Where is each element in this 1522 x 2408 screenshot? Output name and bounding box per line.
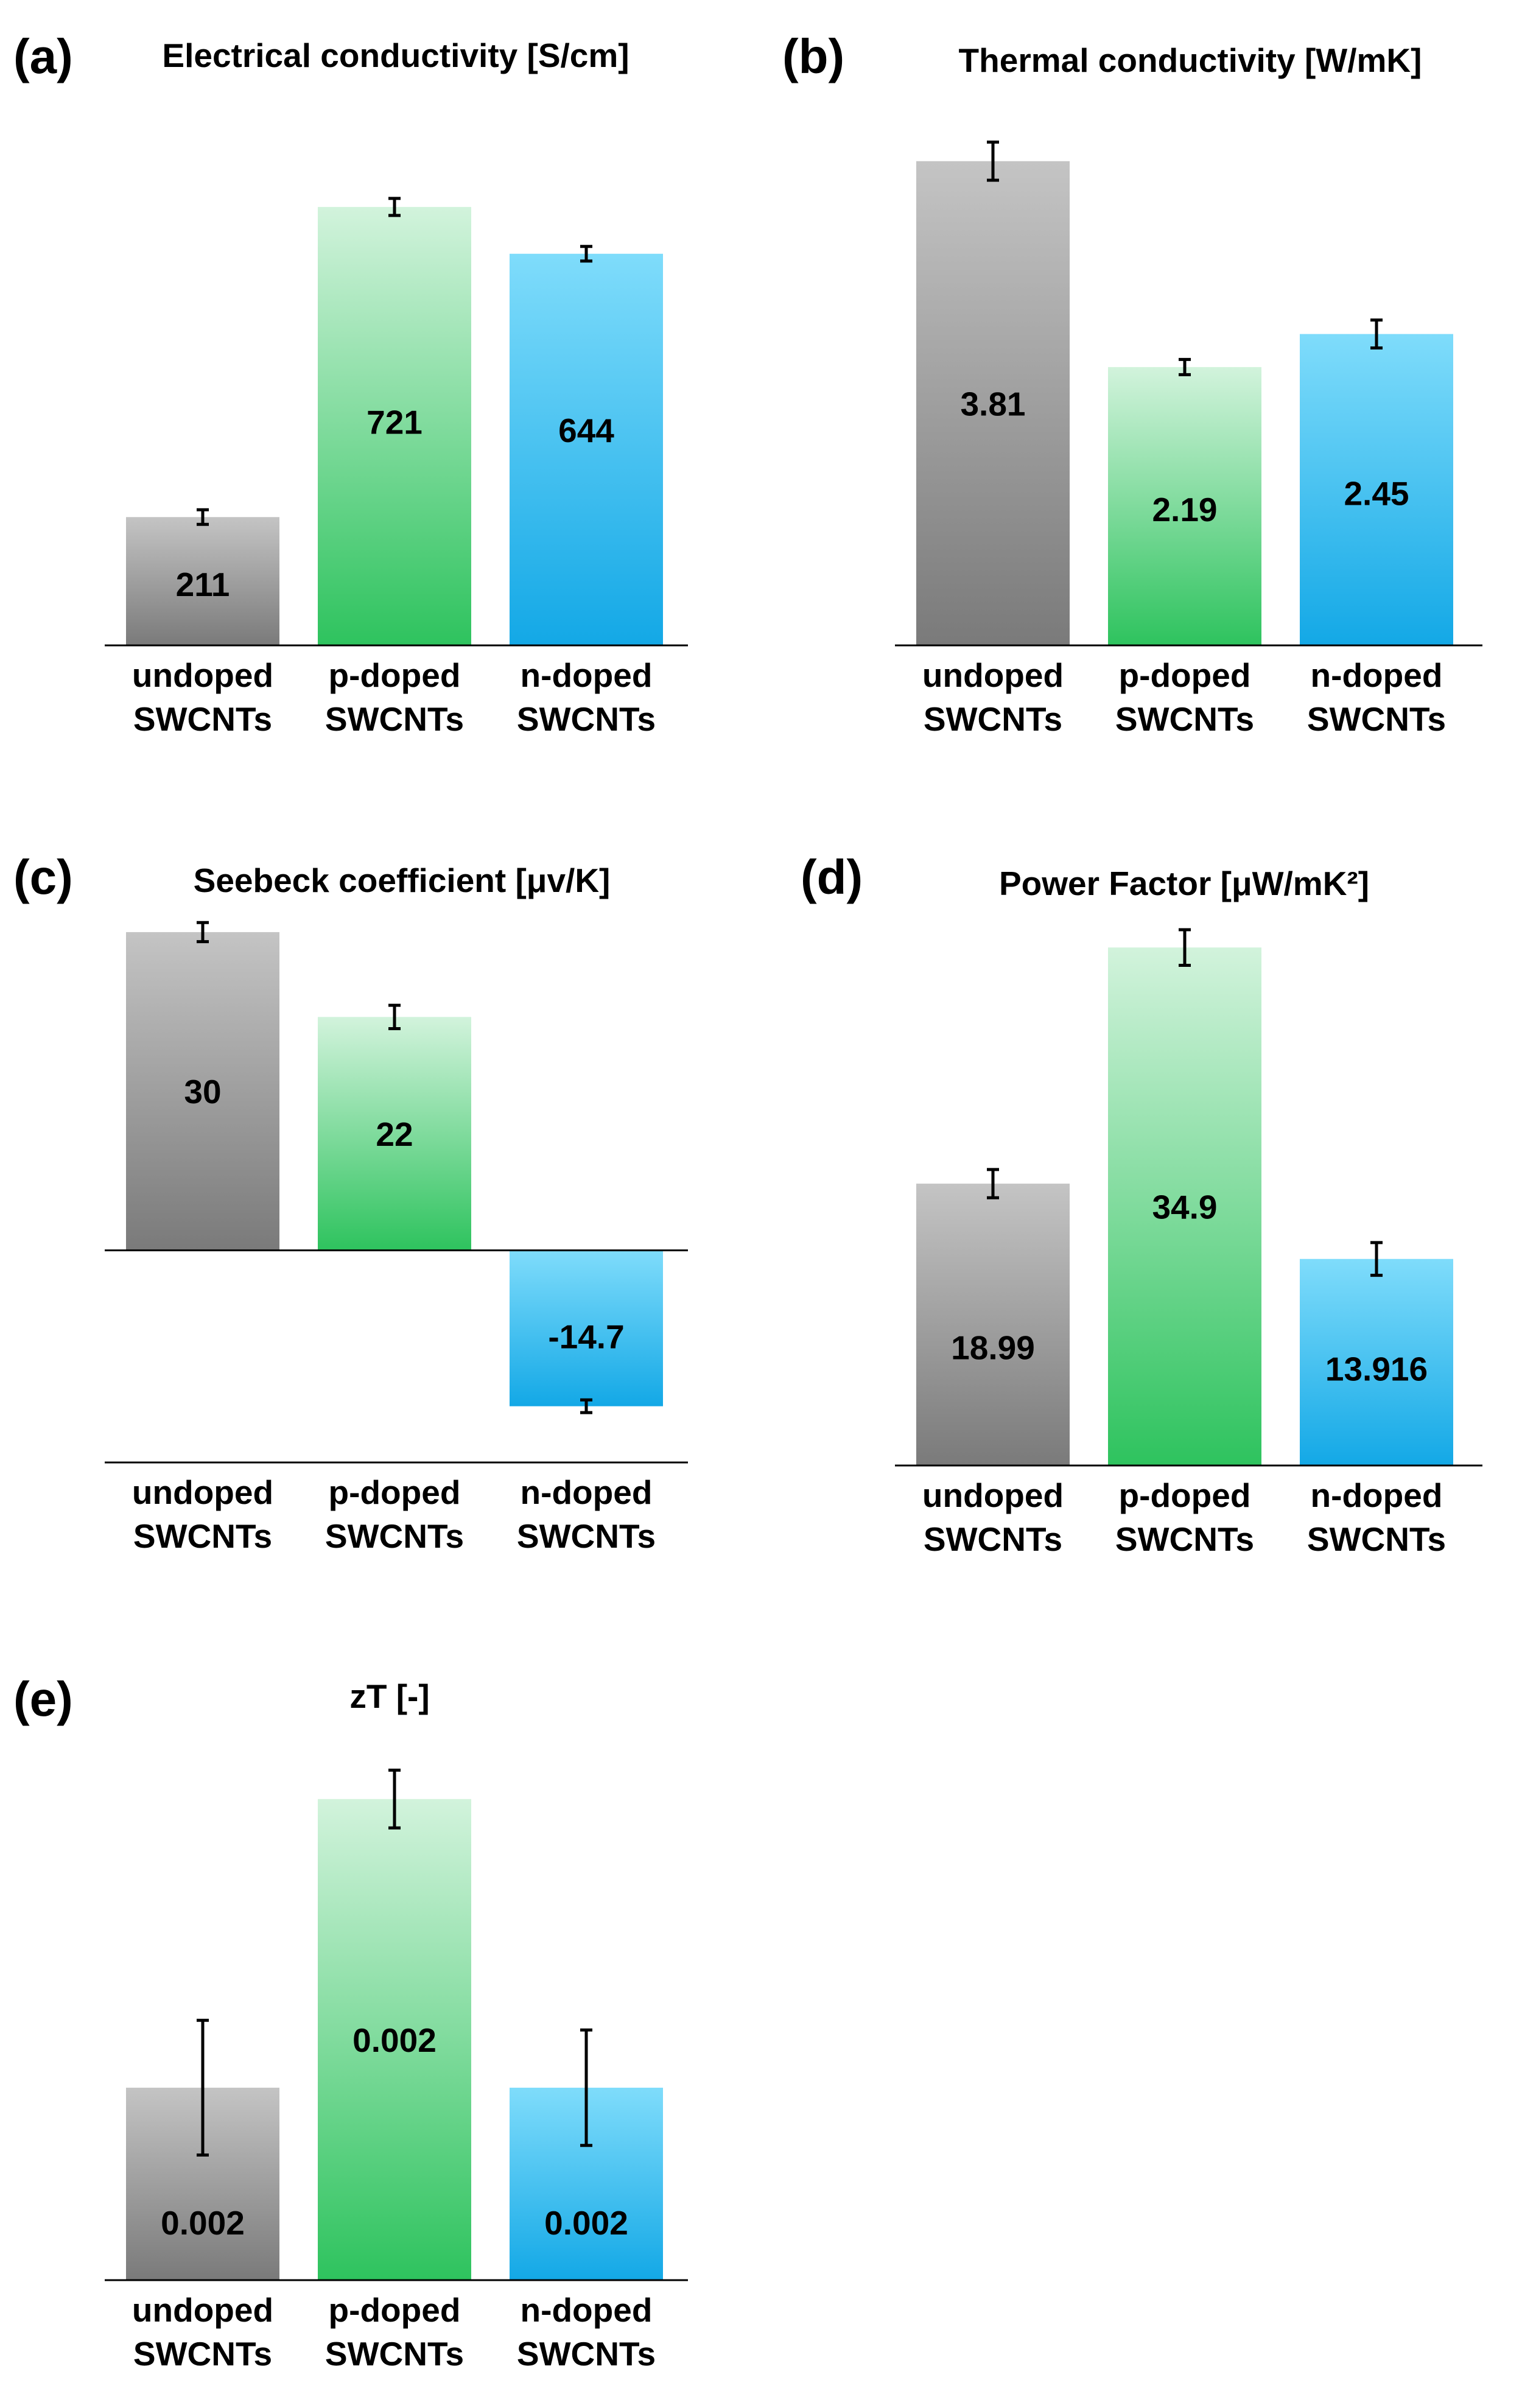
data-label-undoped: 0.002 bbox=[161, 2204, 245, 2242]
error-bar-undoped bbox=[197, 508, 209, 526]
data-label-pdoped: 721 bbox=[366, 404, 423, 441]
data-label-undoped: 18.99 bbox=[951, 1329, 1035, 1367]
bar-undoped bbox=[126, 517, 279, 645]
error-bar-ndoped bbox=[580, 245, 592, 263]
error-bar-ndoped bbox=[1370, 318, 1383, 350]
tick-label-undoped: undoped bbox=[132, 656, 273, 694]
data-label-pdoped: 34.9 bbox=[1152, 1188, 1217, 1226]
tick-label-ndoped: SWCNTs bbox=[1307, 700, 1446, 738]
tick-label-ndoped: n-doped bbox=[521, 1473, 653, 1511]
tick-label-ndoped: n-doped bbox=[1311, 1476, 1443, 1514]
tick-label-undoped: SWCNTs bbox=[133, 1517, 272, 1555]
chart-panel-d: 18.99 undoped SWCNTs 34.9 p-doped SWCNTs 13.91… bbox=[895, 928, 1482, 1558]
panel-a-title: Electrical conductivity [S/cm] bbox=[162, 37, 629, 74]
bar-pdoped bbox=[1108, 367, 1261, 645]
tick-label-pdoped: p-doped bbox=[329, 656, 461, 694]
data-label-ndoped: 0.002 bbox=[544, 2204, 628, 2242]
error-bar-ndoped bbox=[1370, 1241, 1383, 1277]
bar-pdoped bbox=[1108, 947, 1261, 1466]
tick-label-pdoped: p-doped bbox=[329, 1473, 461, 1511]
panel-b-title: Thermal conductivity [W/mK] bbox=[959, 41, 1422, 79]
tick-label-pdoped: SWCNTs bbox=[1115, 700, 1254, 738]
error-bar-undoped bbox=[197, 921, 209, 944]
bar-undoped bbox=[916, 1184, 1070, 1466]
tick-label-ndoped: n-doped bbox=[521, 2291, 653, 2329]
chart-panel-b: 3.81 undoped SWCNTs 2.19 p-doped SWCNTs 2.45 n-… bbox=[895, 140, 1482, 738]
bar-pdoped bbox=[318, 1799, 471, 2280]
tick-label-undoped: SWCNTs bbox=[133, 2335, 272, 2373]
data-label-ndoped: 644 bbox=[558, 412, 614, 449]
tick-label-pdoped: SWCNTs bbox=[325, 2335, 464, 2373]
bar-undoped bbox=[126, 932, 279, 1251]
data-label-undoped: 3.81 bbox=[960, 385, 1025, 423]
panel-d-letter: (d) bbox=[801, 850, 863, 904]
error-bar-undoped bbox=[987, 140, 999, 182]
tick-label-undoped: undoped bbox=[132, 1473, 273, 1511]
tick-label-undoped: undoped bbox=[922, 1476, 1064, 1514]
tick-label-pdoped: p-doped bbox=[329, 2291, 461, 2329]
data-label-pdoped: 2.19 bbox=[1152, 491, 1217, 528]
chart-panel-a: 211 undoped SWCNTs 721 p-doped SWCNTs 644 n-dop… bbox=[105, 197, 688, 738]
error-bar-pdoped bbox=[388, 197, 401, 217]
data-label-ndoped: 2.45 bbox=[1344, 474, 1409, 512]
data-label-undoped: 211 bbox=[176, 566, 230, 603]
charts-layer: 211 undoped SWCNTs 721 p-doped SWCNTs 644 n-dop… bbox=[105, 140, 1482, 2373]
tick-label-undoped: SWCNTs bbox=[924, 1520, 1062, 1558]
tick-label-undoped: undoped bbox=[922, 656, 1064, 694]
tick-label-ndoped: SWCNTs bbox=[517, 700, 656, 738]
panel-d-title: Power Factor [μW/mK²] bbox=[999, 865, 1369, 902]
error-bar-undoped bbox=[197, 2018, 209, 2157]
error-bar-ndoped bbox=[580, 1398, 592, 1414]
data-label-pdoped: 22 bbox=[376, 1115, 413, 1153]
data-label-ndoped: -14.7 bbox=[548, 1318, 624, 1355]
data-label-ndoped: 13.916 bbox=[1325, 1350, 1428, 1388]
tick-label-pdoped: p-doped bbox=[1119, 1476, 1251, 1514]
panel-e-letter: (e) bbox=[13, 1672, 73, 1726]
bar-ndoped bbox=[1300, 334, 1453, 645]
tick-label-undoped: SWCNTs bbox=[133, 700, 272, 738]
bar-pdoped bbox=[318, 206, 471, 646]
chart-panel-c: 30 undoped SWCNTs 22 p-doped SWCNTs -14.7 n-dop… bbox=[105, 921, 688, 1555]
tick-label-undoped: undoped bbox=[132, 2291, 273, 2329]
tick-label-ndoped: n-doped bbox=[1311, 656, 1443, 694]
error-bar-pdoped bbox=[388, 1768, 401, 1830]
error-bar-pdoped bbox=[388, 1003, 401, 1030]
tick-label-ndoped: SWCNTs bbox=[1307, 1520, 1446, 1558]
tick-label-ndoped: n-doped bbox=[521, 656, 653, 694]
tick-label-pdoped: p-doped bbox=[1119, 656, 1251, 694]
error-bar-undoped bbox=[987, 1168, 999, 1199]
panel-c-letter: (c) bbox=[13, 850, 73, 904]
panel-e-title: zT [-] bbox=[349, 1677, 429, 1715]
tick-label-pdoped: SWCNTs bbox=[325, 1517, 464, 1555]
error-bar-pdoped bbox=[1179, 928, 1191, 967]
panel-a-letter: (a) bbox=[13, 29, 73, 83]
tick-label-ndoped: SWCNTs bbox=[517, 2335, 656, 2373]
tick-label-ndoped: SWCNTs bbox=[517, 1517, 656, 1555]
tick-label-undoped: SWCNTs bbox=[924, 700, 1062, 738]
tick-label-pdoped: SWCNTs bbox=[325, 700, 464, 738]
chart-panel-e: 0.002 undoped SWCNTs 0.002 p-doped SWCNTs 0.00… bbox=[105, 1768, 688, 2373]
tick-label-pdoped: SWCNTs bbox=[1115, 1520, 1254, 1558]
bar-ndoped bbox=[510, 1250, 663, 1406]
error-bar-pdoped bbox=[1179, 357, 1191, 376]
data-label-undoped: 30 bbox=[184, 1073, 221, 1111]
error-bar-ndoped bbox=[580, 2028, 592, 2147]
bar-undoped bbox=[916, 161, 1070, 645]
bar-ndoped bbox=[510, 253, 663, 645]
bar-pdoped bbox=[318, 1017, 471, 1251]
bar-ndoped bbox=[1300, 1258, 1453, 1466]
panel-c-title: Seebeck coefficient [μv/K] bbox=[194, 862, 611, 899]
panel-b-letter: (b) bbox=[782, 29, 844, 83]
data-label-pdoped: 0.002 bbox=[352, 2021, 437, 2059]
